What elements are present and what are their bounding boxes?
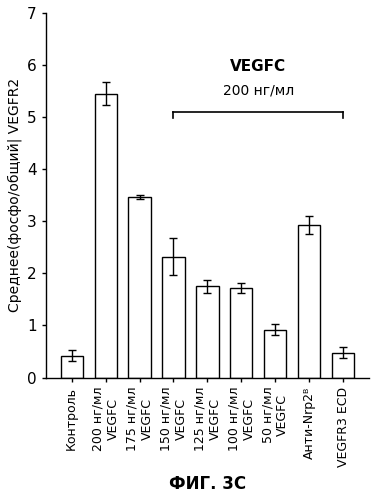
Bar	[298, 225, 320, 378]
Bar	[94, 94, 117, 378]
Bar	[196, 286, 218, 378]
Bar	[230, 288, 252, 378]
Y-axis label: Среднее(фосфо/общий| VEGFR2: Среднее(фосфо/общий| VEGFR2	[7, 78, 21, 312]
Text: VEGFC: VEGFC	[230, 60, 287, 74]
Bar	[332, 352, 354, 378]
X-axis label: ФИГ. 3C: ФИГ. 3C	[169, 475, 246, 493]
Bar	[129, 197, 150, 378]
Text: 200 нг/мл: 200 нг/мл	[223, 84, 294, 98]
Bar	[264, 330, 287, 378]
Bar	[61, 356, 83, 378]
Bar	[162, 256, 185, 378]
